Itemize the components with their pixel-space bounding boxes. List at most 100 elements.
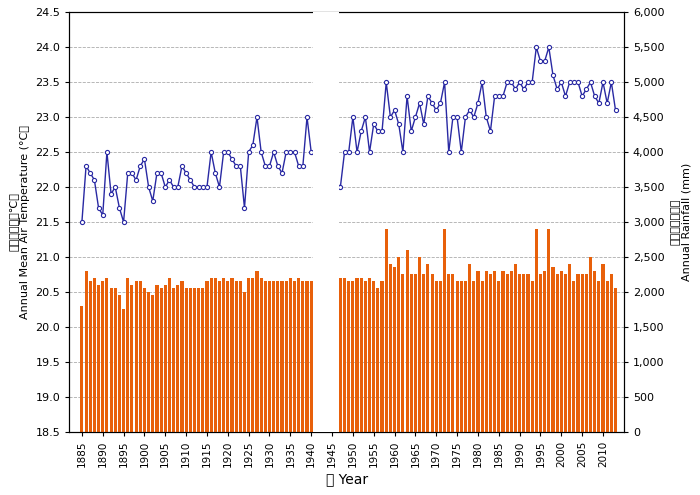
- Bar: [505, 274, 509, 432]
- Bar: [614, 289, 617, 432]
- Bar: [381, 281, 384, 432]
- Bar: [93, 278, 96, 432]
- Bar: [197, 289, 200, 432]
- Bar: [109, 289, 113, 432]
- Bar: [468, 264, 471, 432]
- Bar: [489, 274, 492, 432]
- Bar: [176, 285, 179, 432]
- Bar: [193, 289, 196, 432]
- Bar: [164, 285, 167, 432]
- Bar: [426, 264, 430, 432]
- Bar: [239, 281, 242, 432]
- Bar: [547, 229, 550, 432]
- Bar: [113, 289, 117, 432]
- Bar: [230, 278, 234, 432]
- Bar: [573, 281, 575, 432]
- Bar: [501, 271, 505, 432]
- Bar: [606, 281, 609, 432]
- Bar: [552, 267, 554, 432]
- Bar: [80, 306, 83, 432]
- Bar: [160, 289, 162, 432]
- Bar: [122, 309, 125, 432]
- Bar: [347, 281, 350, 432]
- Bar: [460, 281, 463, 432]
- Bar: [281, 281, 284, 432]
- Bar: [481, 281, 484, 432]
- Bar: [439, 281, 442, 432]
- Bar: [356, 278, 358, 432]
- Bar: [473, 281, 475, 432]
- Bar: [385, 229, 388, 432]
- Bar: [293, 281, 296, 432]
- Text: 圖像二次大戰水文記錄中斷
Interruption by WWII: 圖像二次大戰水文記錄中斷 Interruption by WWII: [318, 175, 337, 269]
- Bar: [601, 264, 605, 432]
- Bar: [297, 278, 300, 432]
- Bar: [484, 271, 488, 432]
- Bar: [102, 281, 104, 432]
- Bar: [313, 12, 339, 432]
- Bar: [360, 278, 363, 432]
- Bar: [301, 281, 304, 432]
- Bar: [497, 281, 500, 432]
- Bar: [526, 274, 529, 432]
- Bar: [435, 281, 438, 432]
- Bar: [422, 274, 426, 432]
- Bar: [610, 274, 613, 432]
- Bar: [405, 250, 409, 432]
- Bar: [593, 271, 596, 432]
- Bar: [339, 278, 342, 432]
- Bar: [535, 229, 538, 432]
- Bar: [343, 278, 346, 432]
- Bar: [410, 274, 413, 432]
- Bar: [285, 281, 288, 432]
- X-axis label: 年 Year: 年 Year: [326, 473, 368, 487]
- Bar: [247, 278, 250, 432]
- Bar: [539, 274, 542, 432]
- Bar: [139, 281, 142, 432]
- Bar: [351, 281, 354, 432]
- Bar: [377, 289, 379, 432]
- Bar: [393, 267, 396, 432]
- Bar: [522, 274, 526, 432]
- Bar: [510, 271, 513, 432]
- Bar: [130, 285, 134, 432]
- Bar: [397, 257, 400, 432]
- Bar: [518, 274, 522, 432]
- Bar: [289, 278, 292, 432]
- Bar: [97, 285, 100, 432]
- Bar: [313, 12, 339, 432]
- Bar: [560, 271, 563, 432]
- Bar: [234, 281, 238, 432]
- Bar: [214, 278, 217, 432]
- Bar: [264, 281, 267, 432]
- Bar: [514, 264, 517, 432]
- Y-axis label: 年平均氣溫（℃）
Annual Mean Air Temperature (°C）: 年平均氣溫（℃） Annual Mean Air Temperature (°C…: [8, 125, 30, 319]
- Y-axis label: 年雨量（毫米）
Annual Rainfall (mm): 年雨量（毫米） Annual Rainfall (mm): [670, 163, 692, 281]
- Bar: [464, 281, 467, 432]
- Bar: [126, 278, 130, 432]
- Bar: [134, 281, 138, 432]
- Bar: [493, 271, 496, 432]
- Bar: [147, 292, 150, 432]
- Bar: [222, 278, 225, 432]
- Bar: [368, 278, 371, 432]
- Bar: [389, 264, 392, 432]
- Bar: [272, 281, 275, 432]
- Bar: [181, 281, 183, 432]
- Bar: [576, 274, 580, 432]
- Bar: [89, 281, 92, 432]
- Bar: [172, 289, 175, 432]
- Bar: [201, 289, 204, 432]
- Bar: [452, 274, 454, 432]
- Bar: [401, 274, 405, 432]
- Bar: [556, 274, 559, 432]
- Bar: [309, 281, 313, 432]
- Bar: [580, 274, 584, 432]
- Bar: [543, 271, 546, 432]
- Bar: [276, 281, 279, 432]
- Bar: [243, 292, 246, 432]
- Bar: [205, 281, 209, 432]
- Bar: [251, 278, 254, 432]
- Bar: [226, 281, 230, 432]
- Bar: [268, 281, 271, 432]
